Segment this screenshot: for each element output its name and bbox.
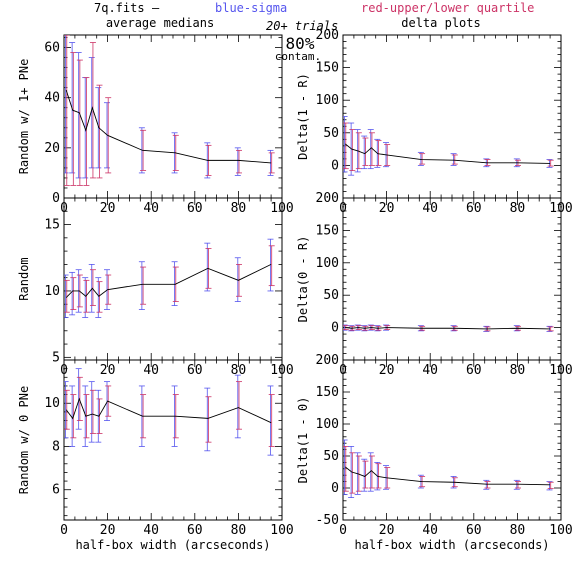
plot-area: [343, 324, 554, 332]
col-right-title: delta plots: [401, 16, 480, 30]
annotation-trials: 20+ trials: [266, 19, 338, 33]
plot-frame: [63, 197, 283, 361]
y-tick-label: 0: [331, 481, 339, 496]
y-tick-label: 50: [323, 126, 339, 141]
x-tick-label: 80: [231, 201, 247, 216]
y-axis-label: Random: [17, 257, 31, 300]
x-tick-label: 100: [270, 523, 293, 538]
x-tick-label: 80: [231, 363, 247, 378]
plot-frame: [342, 359, 562, 521]
y-axis-label: Random w/ 1+ PNe: [17, 59, 31, 175]
x-tick-label: 40: [422, 523, 438, 538]
median-line: [344, 143, 551, 164]
header-dash: —: [152, 1, 160, 15]
header-red-label: red-upper/lower quartile: [361, 1, 534, 15]
y-tick-label: 50: [323, 288, 339, 303]
x-tick-label: 40: [143, 363, 159, 378]
plot-frame: [342, 34, 562, 199]
y-tick-label: 100: [316, 256, 339, 271]
header-blue-label: blue-sigma: [215, 1, 287, 15]
x-tick-label: 60: [466, 201, 482, 216]
x-tick-label: 20: [379, 363, 395, 378]
y-tick-label: 0: [52, 191, 60, 206]
x-tick-label: 20: [100, 523, 116, 538]
y-tick-label: 8: [52, 439, 60, 454]
plot-area: [343, 116, 554, 176]
plot-frame: [63, 34, 283, 199]
y-tick-label: 100: [316, 417, 339, 432]
x-tick-label: 100: [549, 523, 572, 538]
x-tick-label: 60: [466, 523, 482, 538]
y-tick-label: 100: [316, 93, 339, 108]
y-tick-label: 60: [44, 41, 60, 56]
panel-bottom-left: 0 20 40 60 80 100 6 8 10 Random w/ 0 PNe half-box …: [17, 359, 294, 552]
y-tick-label: 6: [52, 483, 60, 498]
x-tick-label: 40: [422, 363, 438, 378]
y-tick-label: 150: [316, 385, 339, 400]
x-tick-label: 40: [143, 523, 159, 538]
plot-area: [64, 368, 275, 456]
y-tick-label: 10: [44, 284, 60, 299]
y-axis-label: Random w/ 0 PNe: [17, 386, 31, 494]
y-tick-label: 50: [323, 449, 339, 464]
x-tick-label: 20: [379, 523, 395, 538]
x-tick-label: 60: [466, 363, 482, 378]
x-tick-label: 40: [422, 201, 438, 216]
plot-frame: [342, 197, 562, 361]
median-line: [65, 397, 272, 424]
x-tick-label: 80: [231, 523, 247, 538]
median-line: [344, 466, 551, 486]
plot-frame: [63, 359, 283, 521]
x-tick-label: 60: [187, 201, 203, 216]
x-tick-label: 0: [60, 523, 68, 538]
y-tick-label: -50: [316, 513, 339, 528]
plot-area: [343, 439, 554, 499]
y-tick-label: 200: [316, 191, 339, 206]
plot-area: [64, 35, 275, 186]
y-tick-label: 0: [331, 158, 339, 173]
x-axis-label: half-box width (arcseconds): [75, 538, 270, 552]
y-tick-label: 200: [316, 353, 339, 368]
y-tick-label: 200: [316, 28, 339, 43]
x-tick-label: 20: [100, 363, 116, 378]
y-tick-label: 20: [44, 141, 60, 156]
y-tick-label: 15: [44, 218, 60, 233]
x-tick-label: 20: [379, 201, 395, 216]
y-axis-label: Delta(1 - R): [296, 73, 310, 160]
annotation-contam: contam.: [275, 50, 321, 63]
median-line: [65, 263, 272, 298]
x-tick-label: 80: [510, 523, 526, 538]
y-tick-label: 150: [316, 61, 339, 76]
header-filename: 7q.fits: [94, 1, 145, 15]
x-tick-label: 80: [510, 363, 526, 378]
y-tick-label: 40: [44, 91, 60, 106]
y-tick-label: 0: [331, 321, 339, 336]
x-tick-label: 40: [143, 201, 159, 216]
y-axis-label: Delta(1 - 0): [296, 397, 310, 484]
y-tick-label: 10: [44, 396, 60, 411]
median-line: [65, 90, 272, 164]
plot-area: [64, 238, 275, 318]
col-left-title: average medians: [106, 16, 214, 30]
x-tick-label: 60: [187, 363, 203, 378]
y-tick-label: 5: [52, 350, 60, 365]
x-axis-label: half-box width (arcseconds): [354, 538, 549, 552]
y-axis-label: Delta(0 - R): [296, 236, 310, 323]
x-tick-label: 20: [100, 201, 116, 216]
median-line: [345, 327, 551, 330]
x-tick-label: 60: [187, 523, 203, 538]
annotation-percent: 80%: [286, 34, 315, 53]
x-tick-label: 0: [339, 523, 347, 538]
x-tick-label: 80: [510, 201, 526, 216]
y-tick-label: 150: [316, 223, 339, 238]
